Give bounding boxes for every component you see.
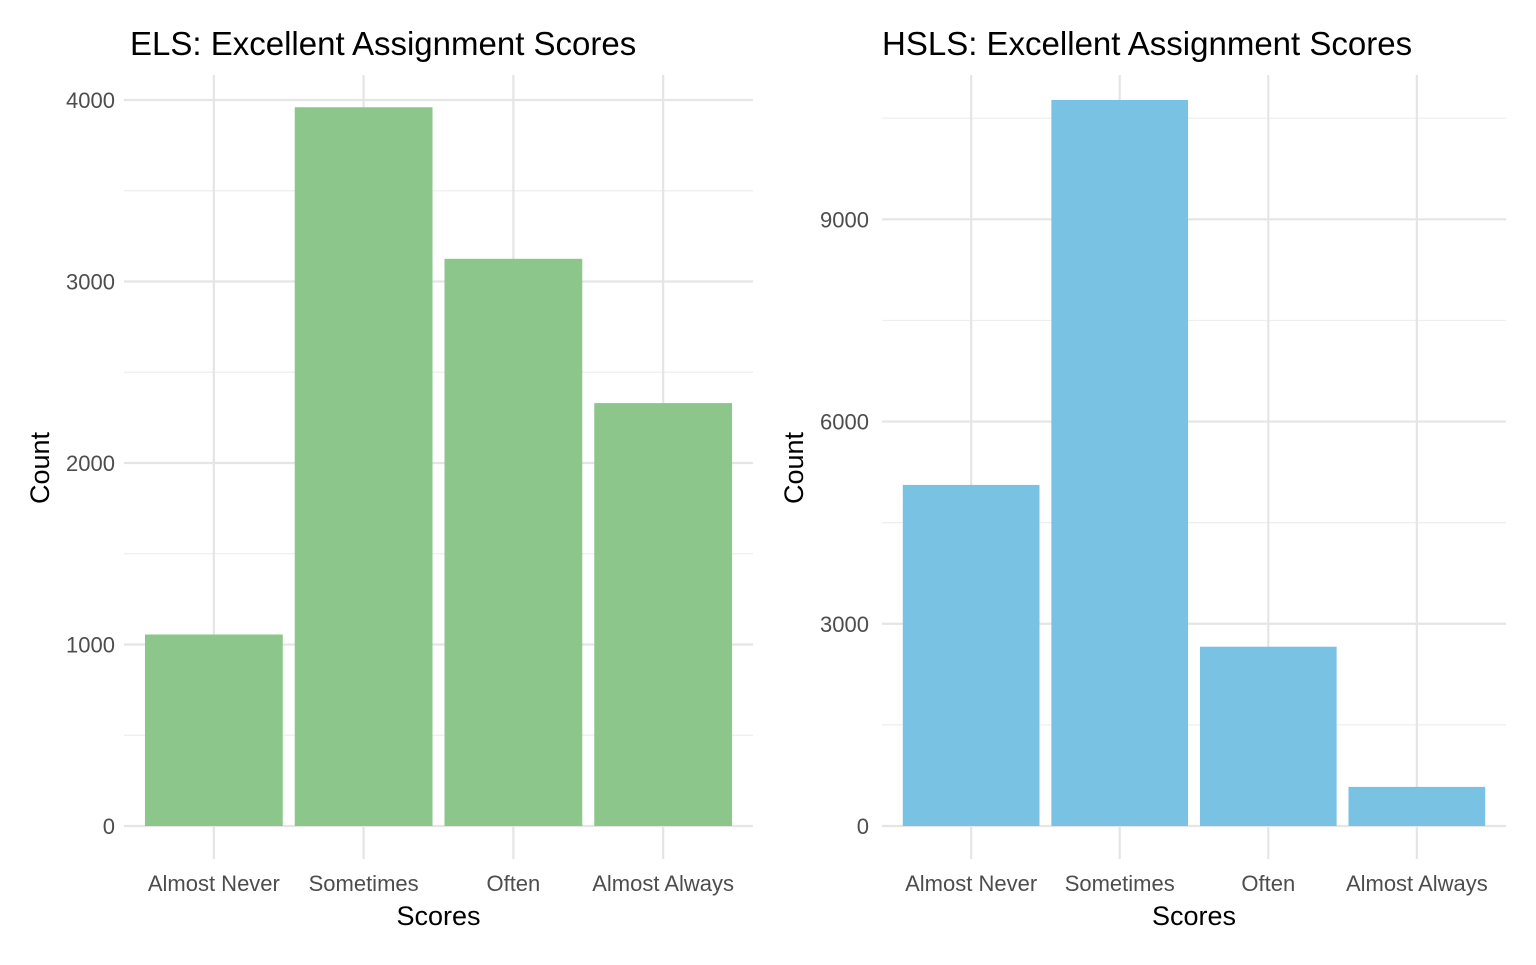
els-y-tick-label: 2000 [66, 451, 115, 476]
hsls-y-tick-label: 9000 [820, 207, 869, 232]
els-bar-almost-always [594, 403, 733, 826]
els-y-axis-title: Count [25, 431, 55, 504]
els-y-tick-label: 3000 [66, 270, 115, 295]
hsls-x-tick-label: Sometimes [1065, 871, 1175, 896]
hsls-y-tick-label: 6000 [820, 410, 869, 435]
els-x-tick-label: Almost Never [148, 871, 280, 896]
els-x-tick-label: Sometimes [309, 871, 419, 896]
hsls-chart-title: HSLS: Excellent Assignment Scores [882, 25, 1412, 62]
els-bar-often [444, 258, 583, 826]
els-chart-title: ELS: Excellent Assignment Scores [130, 25, 636, 62]
hsls-x-tick-label: Almost Always [1346, 871, 1488, 896]
hsls-bar-often [1199, 646, 1337, 826]
hsls-bar-almost-always [1348, 786, 1486, 826]
els-y-tick-label: 4000 [66, 88, 115, 113]
hsls-y-tick-label: 3000 [820, 612, 869, 637]
els-x-tick-label: Often [486, 871, 540, 896]
els-y-tick-label: 1000 [66, 633, 115, 658]
hsls-bar-almost-never [902, 484, 1040, 826]
els-x-tick-label: Almost Always [592, 871, 734, 896]
els-bar-sometimes [294, 107, 433, 826]
hsls-y-axis-title: Count [779, 431, 809, 504]
hsls-x-tick-label: Often [1241, 871, 1295, 896]
els-x-axis-title: Scores [396, 901, 480, 931]
els-bar-almost-never [144, 634, 283, 826]
hsls-y-tick-label: 0 [857, 814, 869, 839]
els-chart-panel: 0 1000 2000 3000 4000 Almost Never Sometimes Of… [25, 25, 753, 931]
hsls-chart-panel: 0 3000 6000 9000 Almost Never Sometimes Often A… [779, 25, 1506, 931]
hsls-x-axis-title: Scores [1152, 901, 1236, 931]
hsls-bar-sometimes [1051, 100, 1189, 826]
hsls-x-tick-label: Almost Never [905, 871, 1037, 896]
els-y-tick-label: 0 [103, 814, 115, 839]
